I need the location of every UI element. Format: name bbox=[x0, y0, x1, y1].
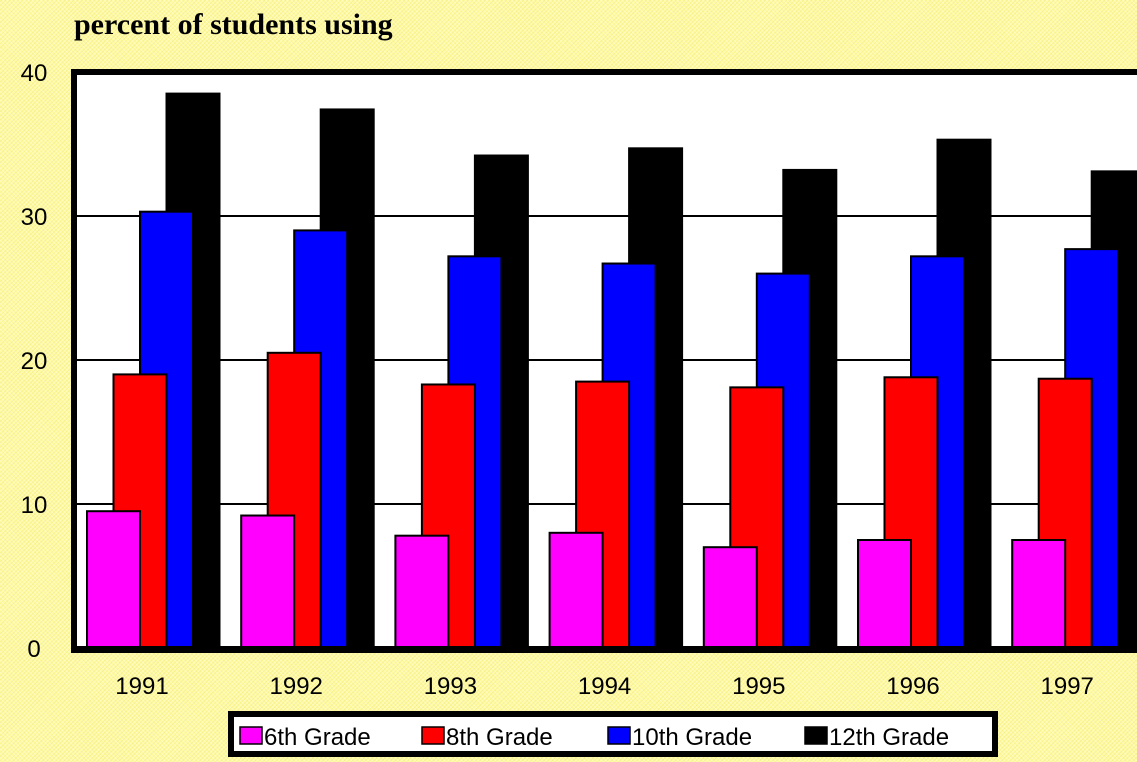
bar-6th-grade-1997 bbox=[1011, 539, 1067, 649]
y-tick-label: 20 bbox=[21, 348, 48, 375]
legend-label: 10th Grade bbox=[632, 724, 752, 751]
x-tick-label: 1991 bbox=[115, 673, 168, 700]
bar-6th-grade-1991 bbox=[86, 510, 141, 650]
y-tick-label: 40 bbox=[21, 60, 48, 87]
bar-6th-grade-1996 bbox=[857, 539, 912, 649]
y-tick-label: 30 bbox=[21, 204, 48, 231]
legend-swatch bbox=[239, 726, 263, 745]
bar-6th-grade-1992 bbox=[240, 514, 296, 650]
x-axis-ticks: 1991 1992 1993 1994 1995 1996 1997 bbox=[115, 673, 1094, 700]
x-tick-label: 1992 bbox=[270, 673, 323, 700]
x-tick-label: 1993 bbox=[424, 673, 477, 700]
bars bbox=[71, 92, 1137, 652]
x-tick-label: 1994 bbox=[578, 673, 631, 700]
y-axis-ticks: 0 10 20 30 40 bbox=[21, 60, 48, 663]
y-tick-label: 0 bbox=[27, 636, 40, 663]
x-tick-label: 1997 bbox=[1041, 673, 1094, 700]
bar-6th-grade-1993 bbox=[394, 534, 450, 649]
x-tick-label: 1995 bbox=[732, 673, 785, 700]
legend-label: 12th Grade bbox=[829, 724, 949, 751]
x-tick-label: 1996 bbox=[886, 673, 939, 700]
legend-swatch bbox=[421, 726, 445, 745]
y-tick-label: 10 bbox=[21, 492, 48, 519]
bar-6th-grade-1995 bbox=[702, 546, 758, 650]
legend-label: 6th Grade bbox=[264, 724, 371, 751]
legend-swatch bbox=[607, 726, 631, 745]
legend-swatch bbox=[804, 726, 828, 745]
chart-title: percent of students using bbox=[74, 8, 393, 41]
legend: 6th Grade 8th Grade 10th Grade 12th Grade bbox=[228, 711, 998, 757]
bar-6th-grade-1994 bbox=[548, 531, 604, 649]
legend-label: 8th Grade bbox=[446, 724, 553, 751]
